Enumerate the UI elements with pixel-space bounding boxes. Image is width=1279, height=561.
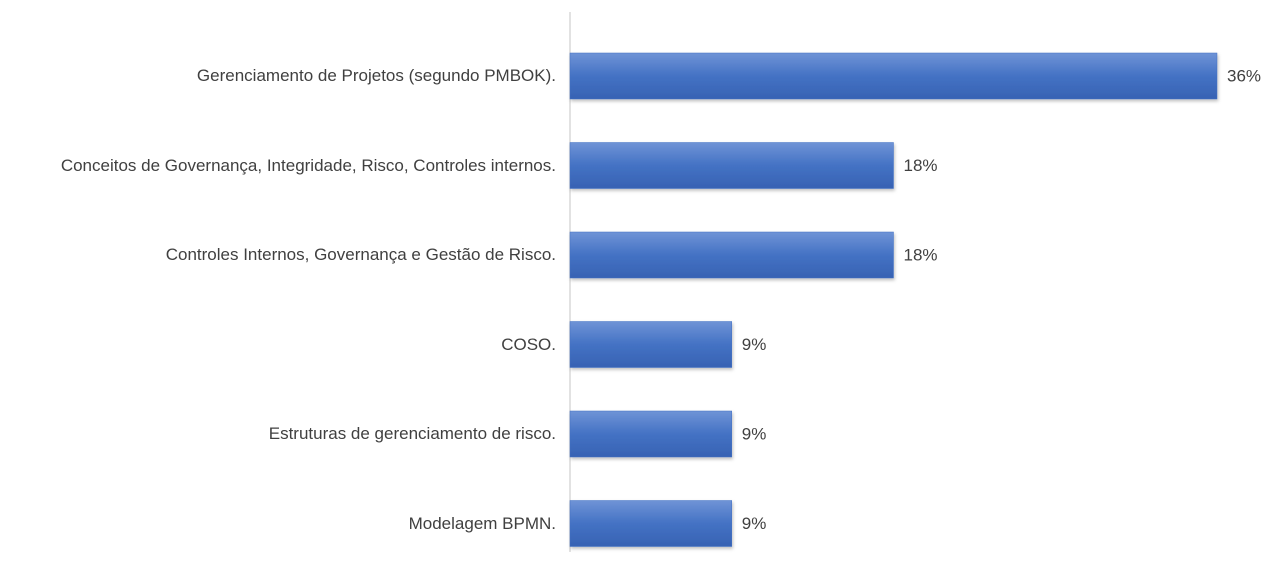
value-label: 9% — [742, 335, 767, 354]
bar — [569, 410, 732, 458]
category-label: Gerenciamento de Projetos (segundo PMBOK… — [196, 66, 556, 85]
value-label: 18% — [904, 245, 938, 264]
bar — [569, 142, 894, 189]
bar — [569, 231, 894, 279]
value-label: 36% — [1227, 66, 1261, 85]
bar — [569, 52, 1218, 100]
value-label: 9% — [742, 514, 767, 533]
value-label: 9% — [742, 424, 767, 443]
category-label: Estruturas de gerenciamento de risco. — [268, 424, 556, 443]
category-label: COSO. — [501, 334, 556, 354]
bar — [569, 500, 732, 547]
category-label: Modelagem BPMN. — [408, 513, 556, 533]
bar — [569, 321, 732, 368]
value-label: 18% — [904, 156, 938, 175]
category-label: Controles Internos, Governança e Gestão … — [165, 245, 556, 264]
category-label: Conceitos de Governança, Integridade, Ri… — [60, 155, 556, 175]
